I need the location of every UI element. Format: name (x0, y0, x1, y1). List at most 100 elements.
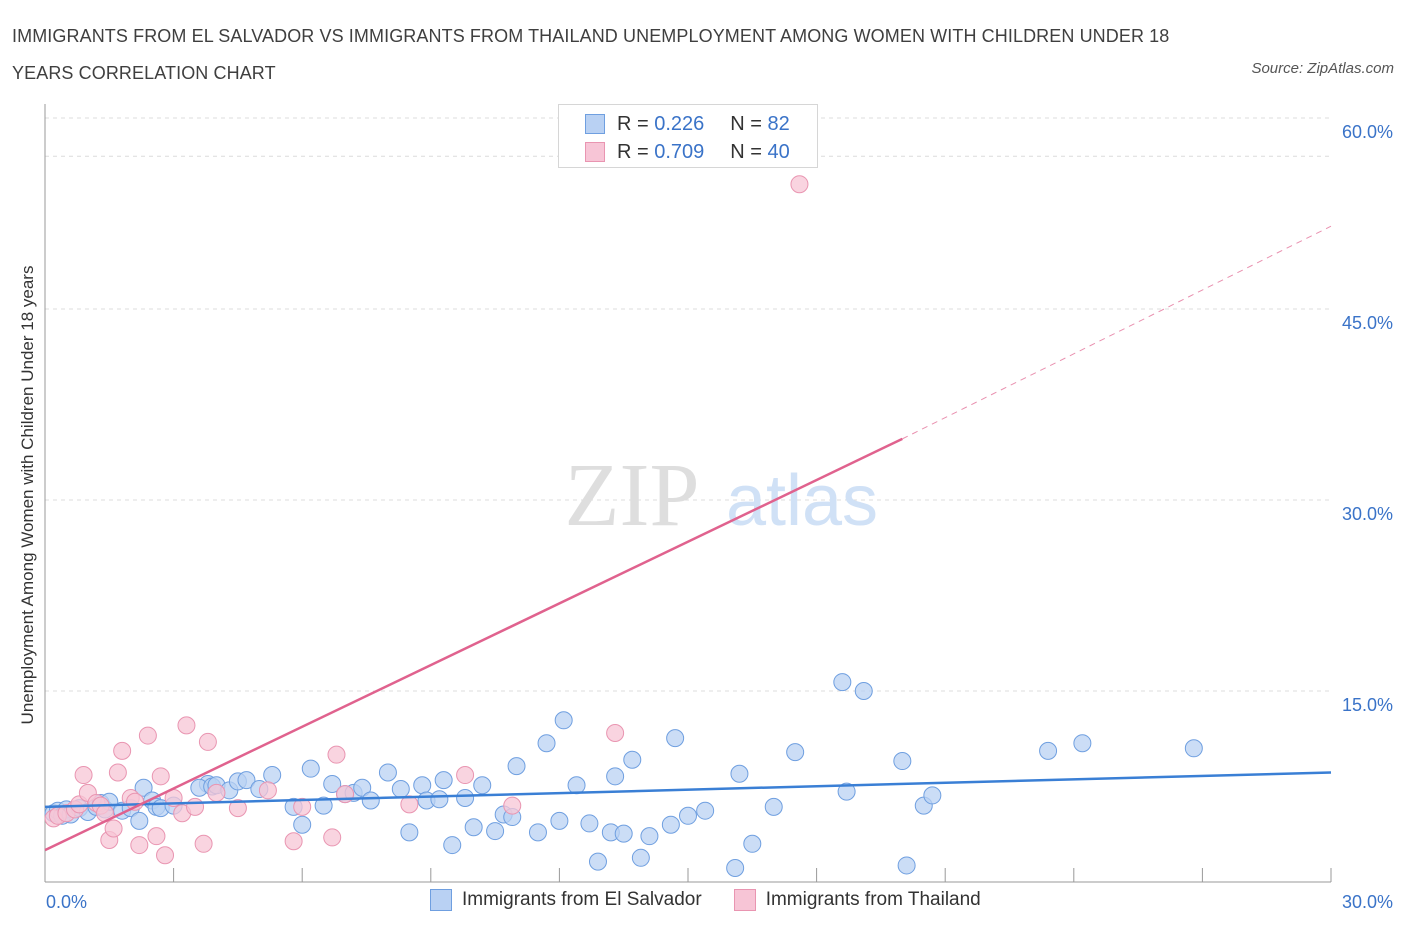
data-point-thailand (207, 783, 226, 802)
data-point-el-salvador (473, 776, 492, 795)
y-tick-label: 15.0% (1342, 695, 1393, 715)
data-point-el-salvador (314, 796, 333, 815)
data-point-el-salvador (661, 815, 680, 834)
data-point-el-salvador (443, 836, 462, 855)
blue-swatch (585, 114, 605, 134)
data-point-thailand (147, 827, 166, 846)
data-point-el-salvador (897, 856, 916, 875)
pink-swatch (733, 889, 756, 911)
legend-row-el-salvador: R = 0.226 N = 82 (585, 112, 790, 136)
data-point-el-salvador (730, 764, 749, 783)
axes (44, 104, 1332, 883)
data-point-el-salvador (550, 811, 569, 830)
data-point-thailand (108, 763, 127, 782)
correlation-legend: R = 0.226 N = 82 R = 0.709 N = 40 (558, 104, 818, 168)
r-label: R = (617, 112, 649, 135)
data-point-el-salvador (293, 815, 312, 834)
data-point-thailand (790, 175, 809, 194)
pink-swatch (585, 142, 605, 162)
data-point-el-salvador (361, 791, 380, 810)
n-label: N = (730, 112, 762, 135)
data-point-el-salvador (400, 823, 419, 842)
data-point-el-salvador (391, 780, 410, 799)
n-label: N = (730, 140, 762, 163)
data-point-el-salvador (237, 771, 256, 790)
r-label: R = (617, 140, 649, 163)
data-point-el-salvador (854, 682, 873, 700)
data-point-thailand (323, 828, 342, 847)
data-point-thailand (194, 834, 213, 853)
data-point-el-salvador (614, 824, 633, 843)
legend-row-thailand: R = 0.709 N = 40 (585, 140, 790, 164)
n-value-el-salvador: 82 (767, 112, 790, 135)
data-point-el-salvador (696, 801, 715, 820)
data-point-el-salvador (301, 759, 320, 778)
data-point-el-salvador (378, 763, 397, 782)
data-point-el-salvador (588, 852, 607, 871)
data-point-el-salvador (666, 729, 685, 748)
data-point-el-salvador (764, 797, 783, 816)
data-point-el-salvador (567, 776, 586, 795)
x-tick-label: 30.0% (1342, 892, 1393, 912)
series-thailand-points (44, 175, 809, 865)
data-point-thailand (284, 832, 303, 851)
data-point-el-salvador (353, 778, 372, 797)
data-point-thailand (74, 766, 93, 785)
data-point-thailand (186, 797, 205, 816)
data-point-el-salvador (786, 743, 805, 762)
data-point-el-salvador (1039, 741, 1058, 760)
data-point-el-salvador (893, 752, 912, 771)
x-tick-label: 0.0% (46, 892, 87, 912)
data-point-thailand (104, 819, 123, 838)
data-point-el-salvador (134, 778, 153, 797)
data-point-thailand (177, 716, 196, 735)
series-legend: Immigrants from El Salvador Immigrants f… (430, 889, 1013, 911)
data-point-thailand (138, 726, 157, 745)
r-value-el-salvador: 0.226 (654, 112, 705, 135)
data-point-el-salvador (507, 757, 526, 776)
legend-item-el-salvador: Immigrants from El Salvador (430, 889, 702, 911)
tick-labels: 15.0% 30.0% 45.0% 60.0% 0.0% 30.0% (46, 122, 1393, 912)
data-point-el-salvador (434, 771, 453, 790)
data-point-thailand (228, 799, 247, 818)
data-point-thailand (327, 745, 346, 764)
trendline-el-salvador (44, 771, 1332, 809)
data-point-thailand (113, 741, 132, 760)
watermark: ZIP atlas (565, 446, 879, 545)
chart-source: Source: ZipAtlas.com (1251, 60, 1394, 77)
n-value-thailand: 40 (767, 140, 790, 163)
data-point-el-salvador (130, 811, 149, 830)
data-point-thailand (198, 732, 217, 751)
data-point-el-salvador (263, 766, 282, 785)
data-point-el-salvador (726, 858, 745, 877)
legend-item-thailand: Immigrants from Thailand (733, 889, 981, 911)
r-value-thailand: 0.709 (654, 140, 705, 163)
data-point-el-salvador (430, 790, 449, 809)
data-point-el-salvador (833, 673, 852, 692)
data-point-el-salvador (640, 827, 659, 846)
data-point-el-salvador (606, 767, 625, 786)
data-point-el-salvador (743, 834, 762, 853)
data-point-el-salvador (456, 788, 475, 807)
data-point-thailand (258, 781, 277, 800)
data-point-el-salvador (464, 818, 483, 837)
data-point-el-salvador (537, 734, 556, 753)
data-point-thailand (293, 797, 312, 816)
data-point-el-salvador (923, 786, 942, 805)
trendline-thailand-extension (902, 225, 1332, 440)
data-point-thailand (606, 724, 625, 743)
legend-label-thailand: Immigrants from Thailand (765, 889, 981, 910)
data-point-el-salvador (554, 711, 573, 730)
data-point-el-salvador (580, 814, 599, 833)
data-point-thailand (151, 767, 170, 786)
y-tick-label: 30.0% (1342, 504, 1393, 524)
series-el-salvador-points (44, 673, 1203, 877)
chart-title: IMMIGRANTS FROM EL SALVADOR VS IMMIGRANT… (12, 26, 1170, 83)
y-tick-label: 45.0% (1342, 313, 1393, 333)
watermark-zip: ZIP (565, 446, 700, 545)
data-point-el-salvador (413, 776, 432, 795)
gridlines (45, 117, 1331, 692)
watermark-atlas: atlas (726, 461, 878, 541)
data-point-thailand (456, 766, 475, 785)
